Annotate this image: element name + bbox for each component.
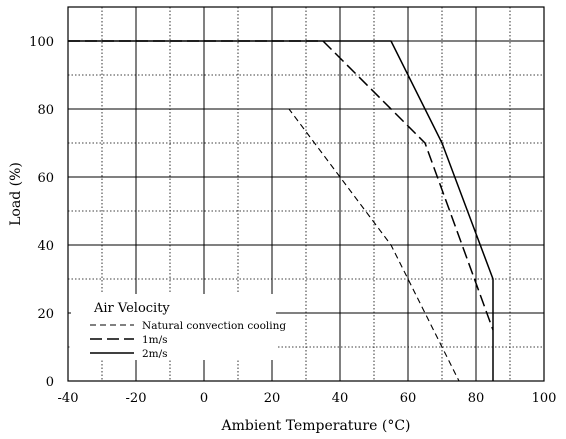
series-line	[68, 108, 460, 382]
legend-label: 2m/s	[142, 348, 168, 360]
y-tick-label: 20	[37, 307, 54, 322]
x-tick-label: 0	[200, 391, 208, 406]
legend-label: Natural convection cooling	[142, 320, 286, 332]
legend-label: 1m/s	[142, 334, 168, 346]
x-axis-label: Ambient Temperature (°C)	[220, 418, 410, 434]
y-tick-label: 60	[37, 171, 54, 186]
x-tick-label: -20	[126, 391, 147, 406]
x-tick-label: -40	[58, 391, 79, 406]
y-tick-label: 80	[37, 103, 54, 118]
plot-frame	[67, 6, 545, 382]
y-tick-label: 40	[37, 239, 54, 254]
series-line	[68, 40, 494, 381]
legend: Air Velocity Natural convection cooling 1…	[71, 294, 286, 360]
x-tick-label: 100	[532, 391, 557, 406]
x-tick-label: 60	[400, 391, 417, 406]
y-axis-label: Load (%)	[8, 162, 24, 226]
x-tick-label: 80	[468, 391, 485, 406]
series-line	[68, 40, 494, 331]
y-tick-label: 100	[29, 35, 54, 50]
chart-grid	[68, 7, 544, 381]
series-layer	[68, 40, 494, 382]
legend-box	[71, 294, 276, 360]
x-tick-label: 20	[264, 391, 281, 406]
legend-title: Air Velocity	[93, 301, 170, 316]
y-tick-labels: 0 20 40 60 80 100	[29, 35, 54, 390]
legend-entries: Natural convection cooling 1m/s 2m/s	[90, 320, 286, 360]
x-tick-label: 40	[332, 391, 349, 406]
y-tick-label: 0	[46, 375, 54, 390]
x-tick-labels: -40 -20 0 20 40 60 80 100	[58, 391, 557, 406]
